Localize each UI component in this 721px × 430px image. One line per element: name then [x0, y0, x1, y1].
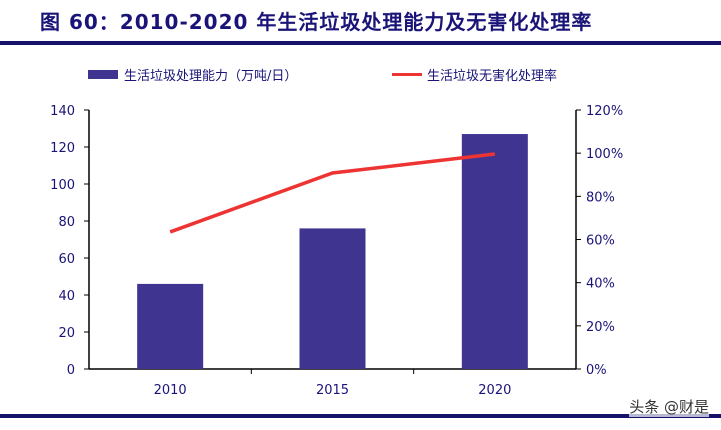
y-left-tick-label: 20 [58, 326, 75, 341]
legend-line-swatch [392, 73, 422, 76]
y-left-tick-label: 80 [58, 215, 75, 230]
x-tick-label: 2020 [478, 383, 511, 398]
rate-line [169, 152, 496, 234]
y-left-tick-label: 40 [58, 289, 75, 304]
watermark: 头条 @财是 [629, 396, 709, 417]
y-left-tick-label: 120 [50, 141, 75, 156]
x-tick-label: 2015 [316, 383, 349, 398]
footer-divider [0, 414, 721, 418]
y-right-tick-label: 100% [586, 147, 623, 162]
y-left-tick-label: 140 [50, 104, 75, 119]
title-divider [0, 41, 721, 45]
y-right-tick-label: 40% [586, 277, 615, 292]
legend-bar-label: 生活垃圾处理能力（万吨/日） [124, 69, 297, 84]
bar-2020 [461, 134, 528, 369]
y-left-tick-label: 60 [58, 252, 75, 267]
y-right-tick-label: 60% [586, 234, 615, 249]
y-right-tick-label: 120% [586, 104, 623, 119]
y-left-tick-label: 100 [50, 178, 75, 193]
legend: 生活垃圾处理能力（万吨/日） 生活垃圾无害化处理率 [88, 68, 557, 84]
y-right-tick-label: 80% [586, 190, 615, 205]
bar-2015 [299, 228, 366, 369]
legend-line-label: 生活垃圾无害化处理率 [427, 68, 557, 84]
bar-2010 [137, 283, 204, 369]
y-left-tick-label: 0 [67, 363, 75, 378]
chart-title: 图 60：2010-2020 年生活垃圾处理能力及无害化处理率 [40, 10, 593, 34]
y-right-tick-label: 0% [586, 363, 607, 378]
legend-bar-swatch [88, 70, 118, 79]
x-tick-label: 2010 [154, 383, 187, 398]
y-right-tick-label: 20% [586, 320, 615, 335]
